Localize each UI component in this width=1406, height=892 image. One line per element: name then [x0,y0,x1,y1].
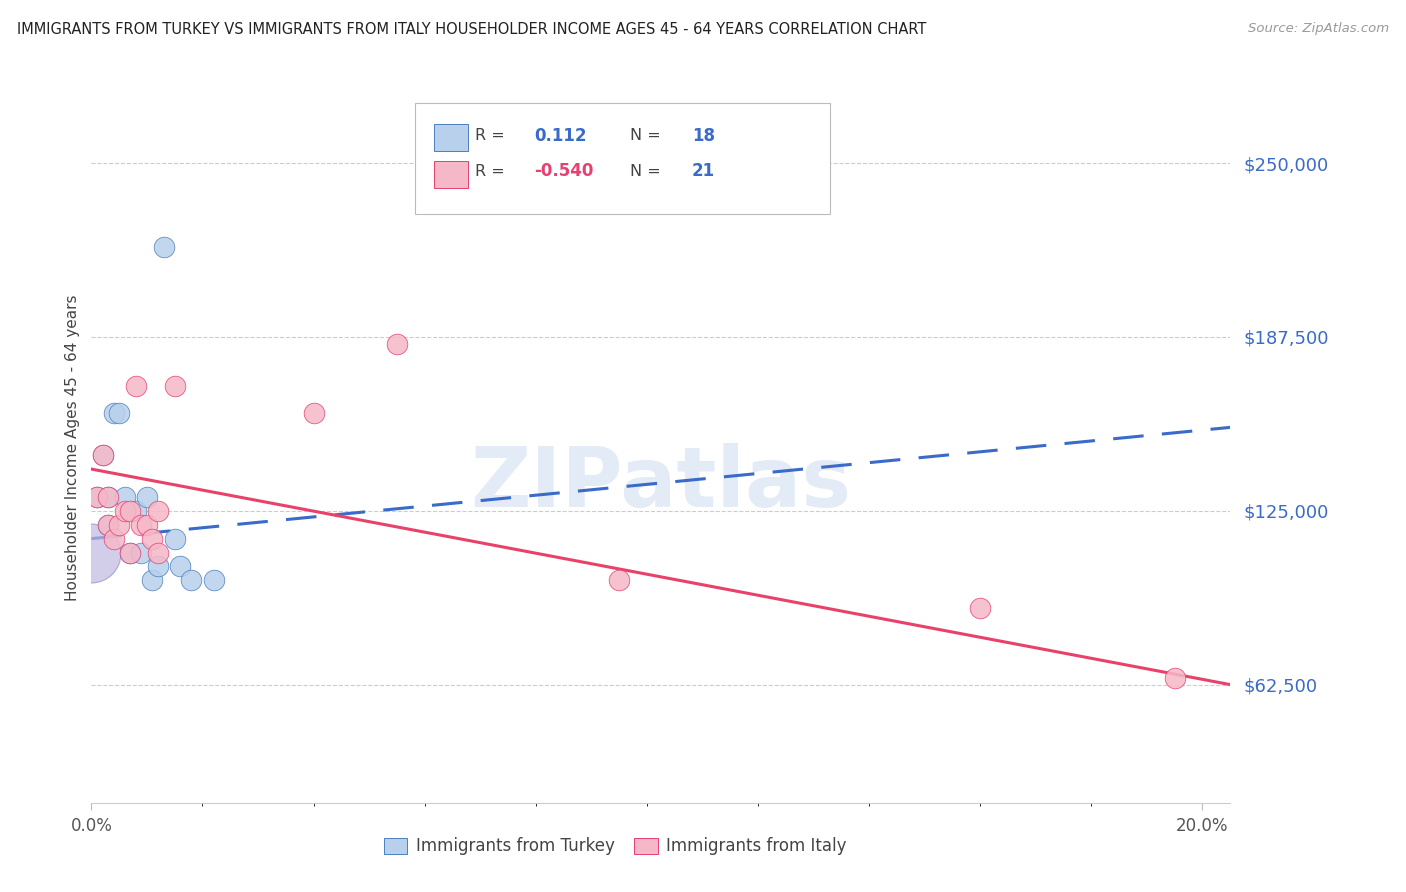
Point [146,504,169,518]
Point [120,545,142,559]
Point [125,504,148,518]
Point [202,574,225,588]
Point [136,517,159,532]
Point [607,574,630,588]
Point [91,448,114,462]
Point [169,559,191,574]
Point [146,545,169,559]
Point [80,545,103,559]
Point [97,517,120,532]
Text: 18: 18 [692,127,714,145]
Point [131,517,153,532]
Point [97,490,120,504]
Point [302,407,325,421]
Point [108,517,131,532]
Point [97,490,120,504]
Text: IMMIGRANTS FROM TURKEY VS IMMIGRANTS FROM ITALY HOUSEHOLDER INCOME AGES 45 - 64 : IMMIGRANTS FROM TURKEY VS IMMIGRANTS FRO… [17,22,927,37]
Point [163,378,186,392]
Text: ZIPatlas: ZIPatlas [471,443,851,524]
Text: N =: N = [630,128,661,143]
Text: R =: R = [475,128,505,143]
Point [86,490,108,504]
Text: -0.540: -0.540 [534,162,593,180]
Point [125,378,148,392]
Point [114,504,136,518]
Point [131,545,153,559]
Point [163,532,186,546]
Point [91,448,114,462]
Point [114,490,136,504]
Point [152,239,174,253]
Point [136,490,159,504]
Point [385,337,408,351]
Point [103,532,125,546]
Point [103,407,125,421]
Point [146,559,169,574]
Point [141,574,163,588]
Text: R =: R = [475,164,505,178]
Text: Source: ZipAtlas.com: Source: ZipAtlas.com [1249,22,1389,36]
Point [120,504,142,518]
Text: N =: N = [630,164,661,178]
Legend: Immigrants from Turkey, Immigrants from Italy: Immigrants from Turkey, Immigrants from … [377,830,853,862]
Point [1163,671,1185,685]
Point [180,574,202,588]
Point [86,490,108,504]
Point [969,601,991,615]
Text: 0.112: 0.112 [534,127,586,145]
Point [108,407,131,421]
Y-axis label: Householder Income Ages 45 - 64 years: Householder Income Ages 45 - 64 years [65,295,80,601]
Text: 21: 21 [692,162,714,180]
Point [141,532,163,546]
Point [120,545,142,559]
Point [97,517,120,532]
